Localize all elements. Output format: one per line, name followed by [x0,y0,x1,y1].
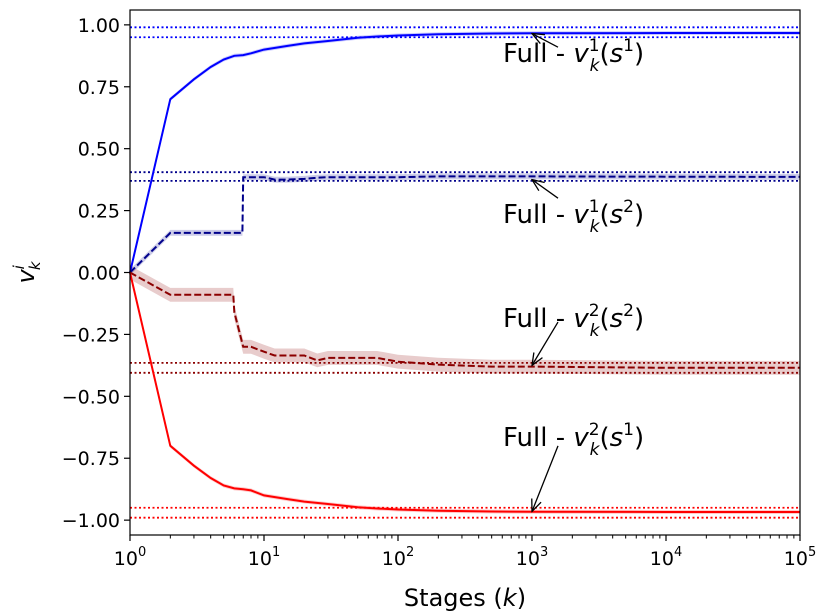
annotation-label-1: Full - v1 k(s1) [503,36,644,76]
y-tick-label-8: −0.75 [62,448,120,470]
y-axis-title: vik [10,260,44,283]
axis-ticks: 1.00 0.75 0.50 0.25 0.00 −0.25 −0.50 −0.75 −1.00… [62,15,816,570]
x-tick-label-4: 103 [516,545,548,570]
x-tick-label-2: 101 [248,545,280,570]
y-tick-label-1: 1.00 [78,15,120,37]
confidence-bands [130,31,800,514]
annotation-arrow-3 [532,321,559,365]
y-tick-label-3: 0.50 [78,139,120,161]
svg-text:vik: vik [10,260,44,283]
x-axis-title: Stages (k) [404,584,526,612]
series-lines [129,32,801,513]
series-1-line [129,32,800,273]
annotation-label-4: Full - v2 k(s1) [503,420,644,460]
annotation-label-3: Full - v2 k(s2) [503,301,644,341]
series-3-band [130,265,800,375]
y-tick-label-5: 0.00 [78,263,120,285]
x-tick-label-1: 100 [114,545,146,570]
series-1-band [130,31,800,275]
y-tick-label-9: −1.00 [62,510,120,532]
y-tick-label-4: 0.25 [78,201,120,223]
series-3-line [129,271,800,369]
annotation-arrow-2 [532,180,559,199]
y-tick-label-7: −0.50 [62,386,120,408]
reference-lines [130,26,800,519]
series-4-band [130,270,800,514]
annotations: Full - v1 k(s1) Full - v1 k(s2) Full - v2 k(s… [503,34,644,512]
series-4-line [129,272,800,513]
annotation-4: Full - v2 k(s1) [503,420,644,512]
plot-frame [129,9,801,536]
series-2-band [130,173,800,276]
annotation-label-2: Full - v1 k(s2) [503,197,644,237]
x-tick-label-6: 105 [784,545,816,570]
annotation-arrow-4 [532,445,559,512]
annotation-3: Full - v2 k(s2) [503,301,644,365]
x-tick-label-5: 104 [650,545,682,570]
x-tick-label-3: 102 [382,545,414,570]
annotation-1: Full - v1 k(s1) [503,34,644,76]
y-tick-label-6: −0.25 [62,324,120,346]
annotation-arrow-1 [532,34,559,48]
annotation-2: Full - v1 k(s2) [503,180,644,237]
series-2-line [129,175,801,274]
y-tick-label-2: 0.75 [78,77,120,99]
